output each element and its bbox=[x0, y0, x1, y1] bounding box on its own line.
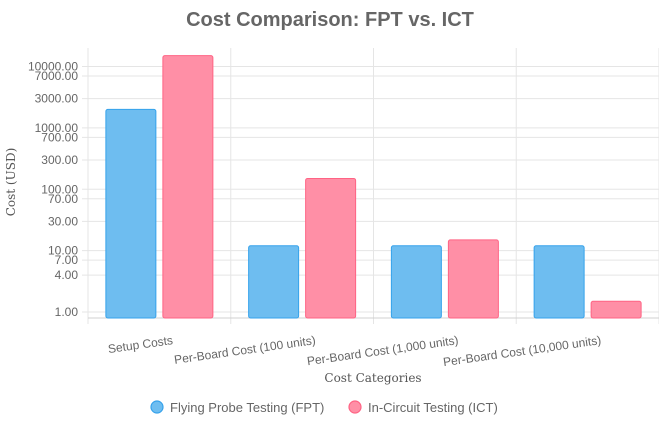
y-tick-label: 100.00 bbox=[41, 182, 78, 196]
y-axis-title: Cost (USD) bbox=[4, 148, 18, 217]
legend-swatch bbox=[150, 400, 164, 414]
bar-fpt bbox=[390, 245, 442, 319]
legend: Flying Probe Testing (FPT) In-Circuit Tes… bbox=[150, 400, 498, 415]
x-tick-label: Setup Costs bbox=[107, 333, 174, 356]
y-tick-label: 1000.00 bbox=[35, 121, 79, 135]
bar-ict bbox=[162, 55, 214, 319]
x-axis-ticks: Setup Costs Per-Board Cost (100 units)Per… bbox=[107, 333, 602, 369]
bar-fpt bbox=[105, 108, 157, 319]
y-tick-label: 3000.00 bbox=[35, 92, 79, 106]
bar-fpt bbox=[533, 245, 585, 319]
bars bbox=[105, 55, 642, 319]
x-tick-label: Per-Board Cost (1,000 units) bbox=[306, 333, 459, 368]
y-tick-label: 4.00 bbox=[55, 268, 79, 282]
y-tick-label: 30.00 bbox=[48, 214, 78, 228]
y-tick-label: 1.00 bbox=[55, 305, 79, 319]
bar-ict bbox=[305, 177, 357, 319]
x-tick-label: Per-Board Cost (10,000 units) bbox=[442, 333, 602, 369]
y-tick-label: 7000.00 bbox=[35, 69, 79, 83]
y-tick-label: 70.00 bbox=[48, 192, 78, 206]
y-tick-label: 10.00 bbox=[48, 244, 78, 258]
x-axis-title: Cost Categories bbox=[324, 371, 421, 385]
y-tick-label: 700.00 bbox=[41, 130, 78, 144]
chart-title: Cost Comparison: FPT vs. ICT bbox=[186, 9, 474, 31]
y-tick-label: 300.00 bbox=[41, 153, 78, 167]
legend-label: Flying Probe Testing (FPT) bbox=[170, 400, 324, 415]
bar-ict bbox=[447, 239, 499, 319]
y-tick-label: 7.00 bbox=[55, 253, 79, 267]
x-tick-label: Per-Board Cost (100 units) bbox=[173, 333, 316, 367]
bar-fpt bbox=[248, 245, 300, 319]
y-tick-label: 10000.00 bbox=[28, 59, 78, 73]
legend-label: In-Circuit Testing (ICT) bbox=[368, 400, 498, 415]
bar-ict bbox=[590, 300, 642, 319]
legend-swatch bbox=[348, 400, 362, 414]
